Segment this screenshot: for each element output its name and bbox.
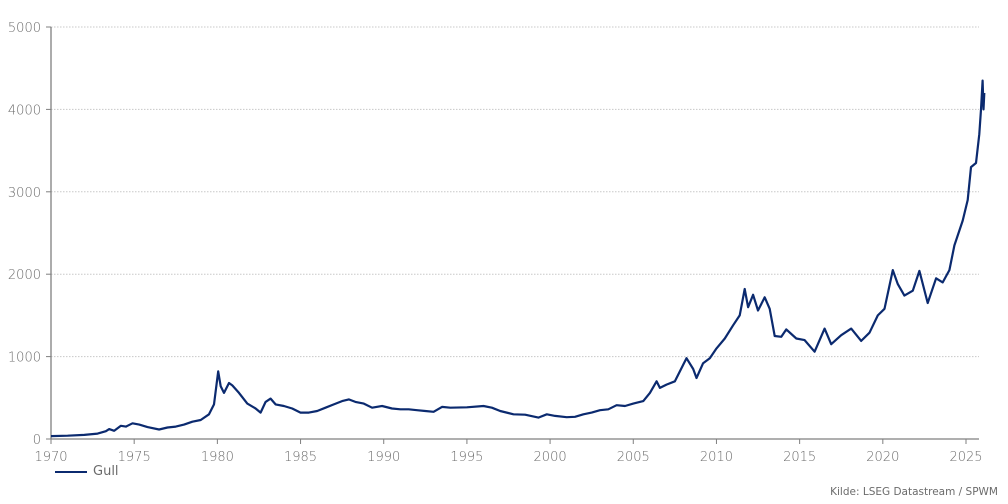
y-tick-label: 5000 bbox=[8, 21, 41, 36]
x-tick-label: 1990 bbox=[367, 450, 400, 465]
x-tick-label: 2020 bbox=[866, 450, 899, 465]
legend: Gull bbox=[55, 464, 119, 479]
y-tick-label: 4000 bbox=[8, 103, 41, 118]
gold-series-line bbox=[50, 79, 986, 438]
y-tick-label: 1000 bbox=[8, 351, 41, 366]
x-tick-label: 1995 bbox=[450, 450, 483, 465]
legend-label-gull: Gull bbox=[93, 464, 119, 479]
legend-swatch-gull bbox=[55, 470, 87, 473]
x-tick-label: 2010 bbox=[700, 450, 733, 465]
x-tick-label: 2005 bbox=[617, 450, 650, 465]
y-axis-ticks: 0 1000 2000 3000 4000 5000 bbox=[8, 21, 51, 448]
x-tick-label: 1970 bbox=[34, 450, 67, 465]
x-tick-label: 1985 bbox=[284, 450, 317, 465]
y-tick-label: 0 bbox=[33, 433, 41, 448]
x-tick-label: 2025 bbox=[949, 450, 982, 465]
x-axis-ticks: 1970 1975 1980 1985 1990 1995 2000 2005 2010 2015… bbox=[34, 439, 983, 465]
x-tick-label: 2000 bbox=[534, 450, 567, 465]
y-tick-label: 3000 bbox=[8, 186, 41, 201]
x-tick-label: 1975 bbox=[118, 450, 151, 465]
y-tick-label: 2000 bbox=[8, 268, 41, 283]
y-gridlines bbox=[51, 26, 979, 358]
source-note: Kilde: LSEG Datastream / SPWM bbox=[830, 486, 998, 498]
x-tick-label: 2015 bbox=[783, 450, 816, 465]
x-tick-label: 1980 bbox=[201, 450, 234, 465]
